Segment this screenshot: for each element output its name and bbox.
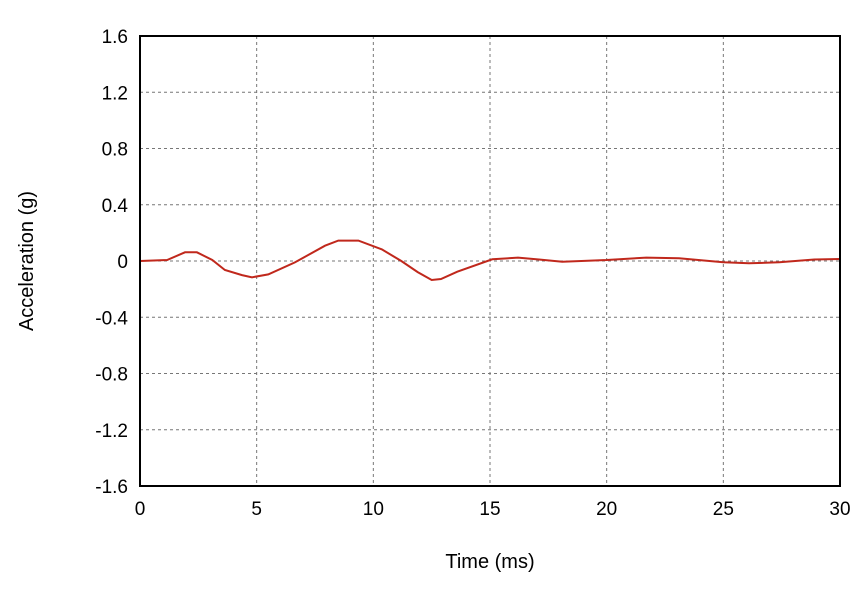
x-tick-label: 30 [829,499,850,520]
x-tick-labels: 0 5 10 15 20 25 30 [135,499,851,520]
y-tick-label: 0.8 [102,140,128,161]
x-tick-label: 25 [713,499,734,520]
plot-frame [139,35,841,487]
x-tick-label: 0 [135,499,146,520]
x-tick-label: 5 [251,499,262,520]
y-tick-label: -1.2 [95,421,128,442]
y-tick-label: 1.2 [102,83,128,104]
x-axis-label: Time (ms) [445,551,534,573]
y-tick-label: 0.4 [102,196,129,217]
y-tick-label: 0 [117,252,128,273]
y-tick-label: -1.6 [95,477,128,498]
y-tick-label: -0.8 [95,365,128,386]
y-tick-label: -0.4 [95,308,128,329]
series-line [139,239,841,282]
x-tick-label: 15 [479,499,500,520]
grid [140,36,840,486]
y-tick-label: 1.6 [102,27,128,48]
x-tick-label: 10 [363,499,384,520]
x-tick-label: 20 [596,499,617,520]
y-tick-labels: 1.6 1.2 0.8 0.4 0 -0.4 -0.8 -1.2 -1.6 [95,27,128,498]
y-axis-label: Acceleration (g) [16,191,38,331]
